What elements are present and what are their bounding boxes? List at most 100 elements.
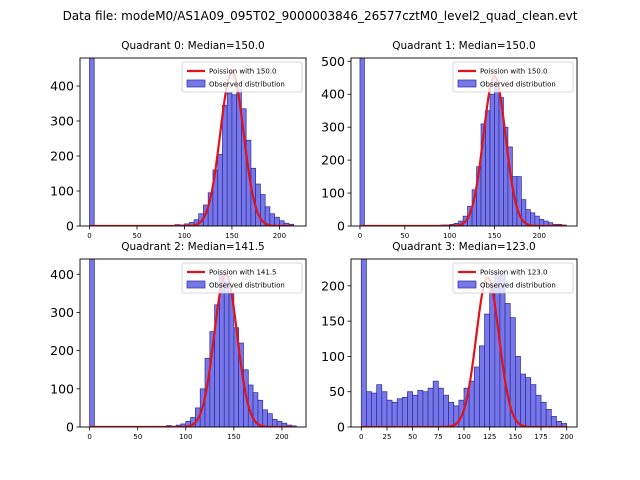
quadrant-1-chart: Quadrant 1: Median=150.0 0 50 100 150 200 0 100…	[321, 40, 578, 240]
legend-curve-label: Poission with 150.0	[480, 68, 548, 76]
histogram-bar	[494, 271, 501, 427]
histogram-bar	[494, 80, 500, 226]
legend-hist-label: Observed distribution	[480, 81, 556, 89]
legend-box	[181, 262, 303, 294]
histogram-bar	[402, 397, 408, 427]
quadrant-0-chart: Quadrant 0: Median=150.0 0 50 100 150 200 0 100…	[50, 40, 307, 240]
histogram-bar	[381, 391, 388, 427]
y-tick-label: 50	[329, 384, 345, 399]
histogram-bar	[427, 387, 434, 427]
histogram-bar	[540, 401, 547, 427]
y-tick-label: 500	[321, 54, 345, 69]
histogram-bar	[422, 391, 429, 427]
histogram-bar	[479, 345, 485, 427]
y-tick-label: 0	[66, 219, 74, 234]
x-tick-label: 0	[359, 433, 363, 441]
x-tick-label: 150	[509, 433, 522, 441]
poisson-curve	[89, 273, 294, 427]
x-tick-label: 50	[133, 433, 142, 441]
histogram-bar	[223, 281, 230, 427]
y-tick-label: 300	[50, 114, 74, 129]
axes-frame	[79, 57, 307, 227]
legend-box	[452, 262, 574, 294]
y-tick-label: 200	[321, 153, 345, 168]
x-tick-label: 175	[534, 433, 547, 441]
histogram-bar	[484, 313, 491, 427]
histogram-bar	[473, 366, 480, 427]
x-tick-label: 0	[87, 433, 91, 441]
plot-area	[359, 58, 567, 226]
chart-title: Quadrant 3: Median=123.0	[392, 241, 535, 253]
histogram-bar	[267, 413, 273, 427]
histogram-bar	[257, 399, 264, 427]
histogram-bar	[534, 215, 540, 226]
y-tick-label: 150	[321, 314, 345, 329]
x-tick-label: 150	[225, 232, 238, 240]
quadrant-3-chart: Quadrant 3: Median=123.0 0 25 50 75 100 125 150…	[321, 241, 578, 441]
histogram-bar	[407, 391, 413, 427]
legend-hist-label: Observed distribution	[480, 282, 556, 290]
histogram-bar	[535, 394, 542, 427]
y-tick-label: 400	[321, 87, 345, 102]
histogram-bar	[386, 399, 393, 427]
chart-title: Quadrant 2: Median=141.5	[121, 241, 264, 253]
histogram-bar	[443, 394, 449, 427]
legend-hist-swatch	[186, 280, 206, 289]
poisson-curve	[359, 74, 567, 226]
legend: Poission with 141.5 Observed distribution	[181, 262, 303, 294]
y-tick-label: 100	[50, 381, 74, 396]
histogram-bar	[222, 104, 228, 226]
histogram-bar	[217, 153, 223, 226]
legend-curve-label: Poission with 150.0	[209, 68, 277, 76]
histogram-bar	[231, 94, 238, 226]
histogram-bar	[274, 216, 280, 226]
legend: Poission with 150.0 Observed distribution	[452, 61, 574, 93]
histogram-bar	[360, 259, 367, 427]
axes-frame	[350, 57, 578, 227]
y-tick-label: 200	[50, 343, 74, 358]
histogram-bar	[525, 377, 532, 427]
x-tick-label: 200	[273, 232, 286, 240]
x-tick-label: 100	[178, 232, 191, 240]
x-tick-label: 100	[179, 433, 192, 441]
histogram-bar	[255, 183, 261, 226]
histogram-bar	[550, 416, 557, 427]
histogram-bar	[366, 391, 372, 427]
histogram-bar	[417, 389, 424, 427]
y-tick-label: 100	[321, 349, 345, 364]
chart-title: Quadrant 0: Median=150.0	[121, 40, 264, 52]
histogram-bar	[396, 398, 403, 427]
legend-hist-swatch	[457, 280, 477, 289]
histogram-bar	[530, 384, 537, 427]
histogram-bar	[89, 58, 95, 226]
histogram-bar	[432, 380, 439, 427]
x-tick-label: 125	[483, 433, 496, 441]
histogram-bar	[89, 259, 95, 427]
x-tick-label: 200	[533, 232, 546, 240]
y-tick-label: 200	[321, 278, 345, 293]
legend-box	[181, 61, 303, 93]
x-tick-label: 200	[560, 433, 573, 441]
x-tick-label: 25	[382, 433, 391, 441]
x-tick-label: 50	[133, 232, 142, 240]
legend-hist-label: Observed distribution	[209, 81, 285, 89]
legend-curve-label: Poission with 123.0	[480, 269, 548, 277]
histogram-bar	[545, 409, 552, 427]
axes-frame	[79, 258, 307, 428]
quadrant-2-chart: Quadrant 2: Median=141.5 0 50 100 150 200 0 100…	[50, 241, 307, 441]
figure-title: Data file: modeM0/AS1A09_095T02_90000038…	[63, 9, 578, 23]
legend-hist-swatch	[186, 79, 206, 88]
x-tick-label: 150	[227, 433, 240, 441]
histogram-bar	[228, 293, 235, 427]
histogram-bar	[520, 373, 526, 427]
x-tick-label: 100	[457, 433, 470, 441]
x-tick-label: 50	[400, 232, 409, 240]
histogram-bar	[226, 92, 233, 226]
y-tick-label: 100	[321, 186, 345, 201]
histogram-bar	[485, 110, 491, 226]
x-tick-label: 100	[443, 232, 456, 240]
histogram-bar	[515, 356, 521, 427]
histogram-bar	[262, 409, 268, 427]
legend-hist-label: Observed distribution	[209, 282, 285, 290]
